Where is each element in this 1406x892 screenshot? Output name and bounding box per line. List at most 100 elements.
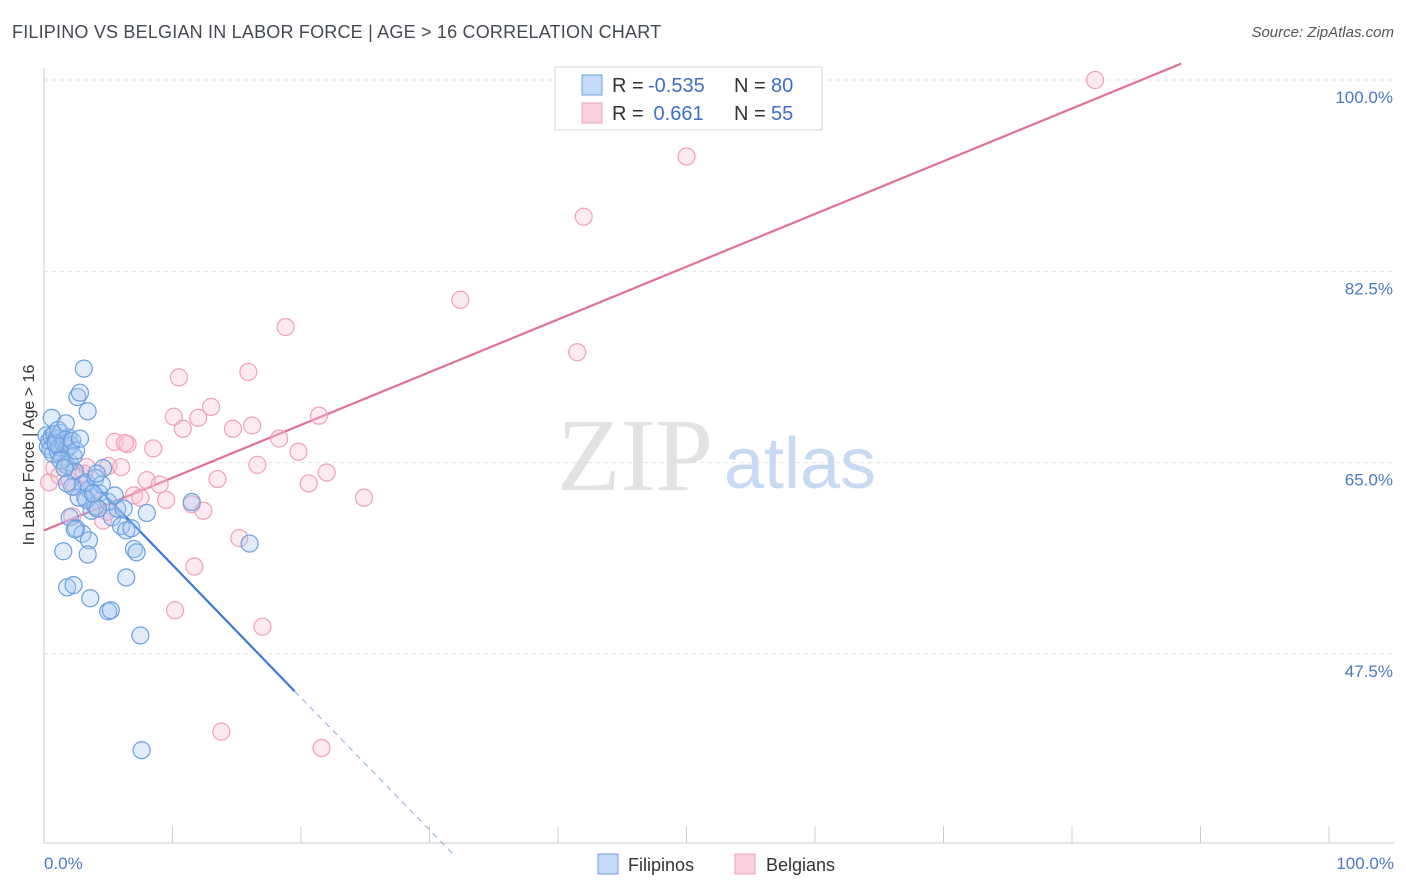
y-axis-title: In Labor Force | Age > 16 [21,365,38,546]
y-tick-label-0: 47.5% [1345,662,1393,681]
legend-r-value-1: 0.661 [648,103,704,125]
belgians-point-52 [115,433,135,453]
belgians-point-20 [150,475,169,494]
filipinos-point-29 [70,429,90,448]
filipinos-point-59 [78,402,97,421]
axes [43,68,1394,844]
belgians-point-47 [1086,70,1105,90]
belgians-point-35 [253,617,272,636]
filipinos-point-42 [122,519,141,538]
legend-r-value-0: -0.535 [648,75,705,97]
filipinos-point-37 [99,492,118,512]
filipinos-point-52 [114,499,133,518]
filipinos-point-78 [87,464,106,483]
belgians-point-48 [185,557,204,576]
filipinos-point-66 [64,576,83,595]
belgians-point-23 [173,419,192,438]
belgians-point-49 [212,722,231,741]
trend-line-filipinos-extension [294,690,456,857]
series-belgians [40,70,1105,758]
filipinos-point-79 [83,484,102,503]
filipinos-point-75 [182,492,201,512]
belgians-point-41 [317,463,336,482]
belgians-point-42 [354,488,374,507]
belgians-point-39 [299,474,318,493]
belgians-point-24 [169,368,189,387]
y-tick-label-3: 100.0% [1335,88,1393,107]
belgians-point-29 [208,469,227,489]
belgians-point-34 [248,455,267,474]
filipinos-point-43 [60,508,79,527]
belgians-point-46 [677,147,696,166]
legend-n-label-0: N = [734,75,766,97]
legend-top: R = -0.535 N = 80 R = 0.661 N = 55 [554,66,823,131]
filipinos-point-63 [79,531,99,550]
chart-title: FILIPINO VS BELGIAN IN LABOR FORCE | AGE… [12,22,662,42]
belgians-point-51 [165,601,185,620]
filipinos-point-54 [63,477,82,496]
legend-r-label-1: R = [612,103,644,125]
bottom-legend-belgians: Belgians [766,855,835,875]
filipinos-point-71 [124,539,144,559]
legend-r-label-0: R = [612,75,644,97]
filipinos-point-70 [117,568,136,587]
belgians-point-28 [201,397,221,417]
belgians-point-43 [451,290,470,309]
belgians-point-45 [574,207,593,226]
belgians-point-37 [276,317,295,337]
belgians-point-44 [568,343,587,362]
belgians-point-17 [131,488,150,507]
filipinos-point-61 [54,542,73,561]
belgians-point-21 [156,490,176,509]
x-tick-label-0: 0.0% [44,854,83,873]
legend-swatch-filipinos [581,74,603,96]
bottom-legend-swatch-filipinos [597,853,619,875]
series-filipinos [37,359,259,760]
filipinos-point-77 [132,741,151,760]
filipinos-point-62 [65,520,84,539]
legend-swatch-belgians [581,102,603,124]
bottom-legend-swatch-belgians [734,853,756,875]
filipinos-point-23 [67,441,86,460]
belgians-point-50 [312,738,331,758]
filipinos-point-53 [69,488,88,507]
belgians-point-32 [239,362,258,382]
y-tick-label-1: 65.0% [1345,471,1393,490]
belgians-point-22 [164,407,183,426]
filipinos-point-28 [55,459,74,478]
filipinos-point-74 [137,503,156,523]
filipinos-point-57 [70,383,90,402]
filipinos-point-67 [81,589,100,608]
belgians-point-36 [270,429,289,448]
filipinos-point-25 [46,434,65,454]
belgians-point-31 [230,529,249,548]
chart-source: Source: ZipAtlas.com [1251,24,1394,41]
x-tick-label-1: 100.0% [1336,854,1394,873]
y-tick-label-2: 82.5% [1345,279,1393,298]
bottom-legend-filipinos: Filipinos [628,855,694,875]
belgians-point-30 [223,419,242,438]
legend-n-value-1: 55 [771,103,793,125]
filipinos-point-50 [88,499,108,518]
filipinos-point-60 [56,414,75,433]
filipinos-point-55 [58,474,77,493]
belgians-point-26 [189,408,208,427]
belgians-point-38 [289,442,308,461]
y-tick-labels: 47.5% 65.0% 82.5% 100.0% [1335,88,1393,681]
filipinos-point-76 [240,534,259,553]
watermark-zip: ZIP [557,398,713,513]
filipinos-point-73 [131,626,150,645]
legend-bottom: Filipinos Belgians [597,853,835,875]
belgians-point-19 [144,439,163,458]
filipinos-point-51 [105,486,124,505]
legend-n-label-1: N = [734,103,766,125]
filipinos-point-69 [101,601,120,620]
filipinos-point-64 [78,545,97,564]
watermark-atlas: atlas [724,424,876,504]
filipinos-point-72 [127,543,146,562]
belgians-point-0 [40,473,59,492]
belgians-point-33 [243,416,262,435]
legend-n-value-0: 80 [771,75,793,97]
trend-line-belgians [43,62,1182,532]
